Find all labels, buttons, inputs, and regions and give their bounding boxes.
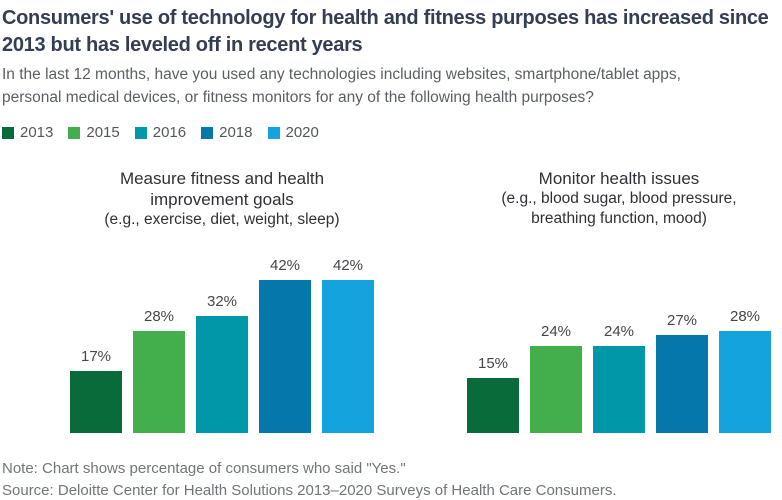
legend-item-2018: 2018 — [201, 124, 253, 141]
chart-monitor-health-issues: Monitor health issues (e.g., blood sugar… — [467, 168, 771, 433]
bar-value-label: 42% — [332, 257, 364, 274]
legend-label: 2016 — [152, 124, 187, 141]
legend-label: 2013 — [20, 124, 54, 141]
legend-item-2013: 2013 — [2, 124, 53, 141]
bar-value-label: 28% — [729, 308, 761, 325]
bar-value-label: 17% — [80, 348, 112, 365]
bar-2013 — [467, 378, 519, 433]
bar-column-2020: 42% — [322, 257, 374, 433]
page-title: Consumers' use of technology for health … — [2, 7, 769, 56]
legend-swatch-2018 — [201, 126, 214, 139]
legend-item-2015: 2015 — [68, 124, 120, 141]
bar-column-2018: 42% — [259, 257, 311, 433]
bar-2018 — [656, 335, 708, 433]
bar-2015 — [530, 346, 582, 433]
bar-value-label: 27% — [666, 312, 698, 329]
bar-2016 — [196, 316, 248, 433]
bar-column-2013: 17% — [70, 348, 122, 433]
legend-label: 2018 — [219, 124, 253, 141]
bar-value-label: 42% — [269, 257, 301, 274]
bar-column-2015: 24% — [530, 323, 582, 433]
legend-item-2020: 2020 — [267, 124, 319, 141]
bar-2013 — [70, 371, 122, 433]
bar-column-2016: 24% — [593, 323, 645, 433]
bar-2020 — [719, 331, 771, 433]
footer-note: Note: Chart shows percentage of consumer… — [2, 460, 406, 477]
chart-title: Monitor health issues — [538, 169, 700, 188]
page-subtitle: In the last 12 months, have you used any… — [2, 66, 681, 106]
bar-group: 17% 28% 32% 42% 42% — [70, 257, 374, 433]
legend-swatch-2015 — [68, 126, 81, 139]
chart-measure-fitness-goals: Measure fitness and health improvement g… — [70, 168, 374, 433]
legend-item-2016: 2016 — [134, 124, 187, 141]
bar-column-2015: 28% — [133, 308, 185, 433]
legend-swatch-2013 — [2, 126, 14, 139]
bar-2018 — [259, 280, 311, 433]
chart-legend: 2013 2015 2016 2018 2020 — [2, 124, 319, 141]
bar-2015 — [133, 331, 185, 433]
bar-value-label: 24% — [603, 323, 635, 340]
bar-column-2018: 27% — [656, 312, 708, 433]
bar-value-label: 15% — [477, 355, 509, 372]
bar-value-label: 24% — [540, 323, 572, 340]
bar-group: 15% 24% 24% 27% 28% — [467, 308, 771, 433]
bar-column-2013: 15% — [467, 355, 519, 433]
bar-column-2016: 32% — [196, 293, 248, 433]
legend-swatch-2020 — [267, 126, 280, 139]
footer-source: Source: Deloitte Center for Health Solut… — [2, 482, 617, 499]
legend-label: 2020 — [285, 124, 319, 141]
legend-swatch-2016 — [134, 126, 147, 139]
bar-2016 — [593, 346, 645, 433]
bar-value-label: 28% — [143, 308, 175, 325]
chart-title: Measure fitness and health improvement g… — [119, 169, 325, 209]
legend-label: 2015 — [86, 124, 120, 141]
bar-column-2020: 28% — [719, 308, 771, 433]
chart-subtitle: (e.g., exercise, diet, weight, sleep) — [104, 211, 340, 228]
chart-subtitle: (e.g., blood sugar, blood pressure, brea… — [501, 190, 737, 227]
bar-2020 — [322, 280, 374, 433]
bar-value-label: 32% — [206, 293, 238, 310]
